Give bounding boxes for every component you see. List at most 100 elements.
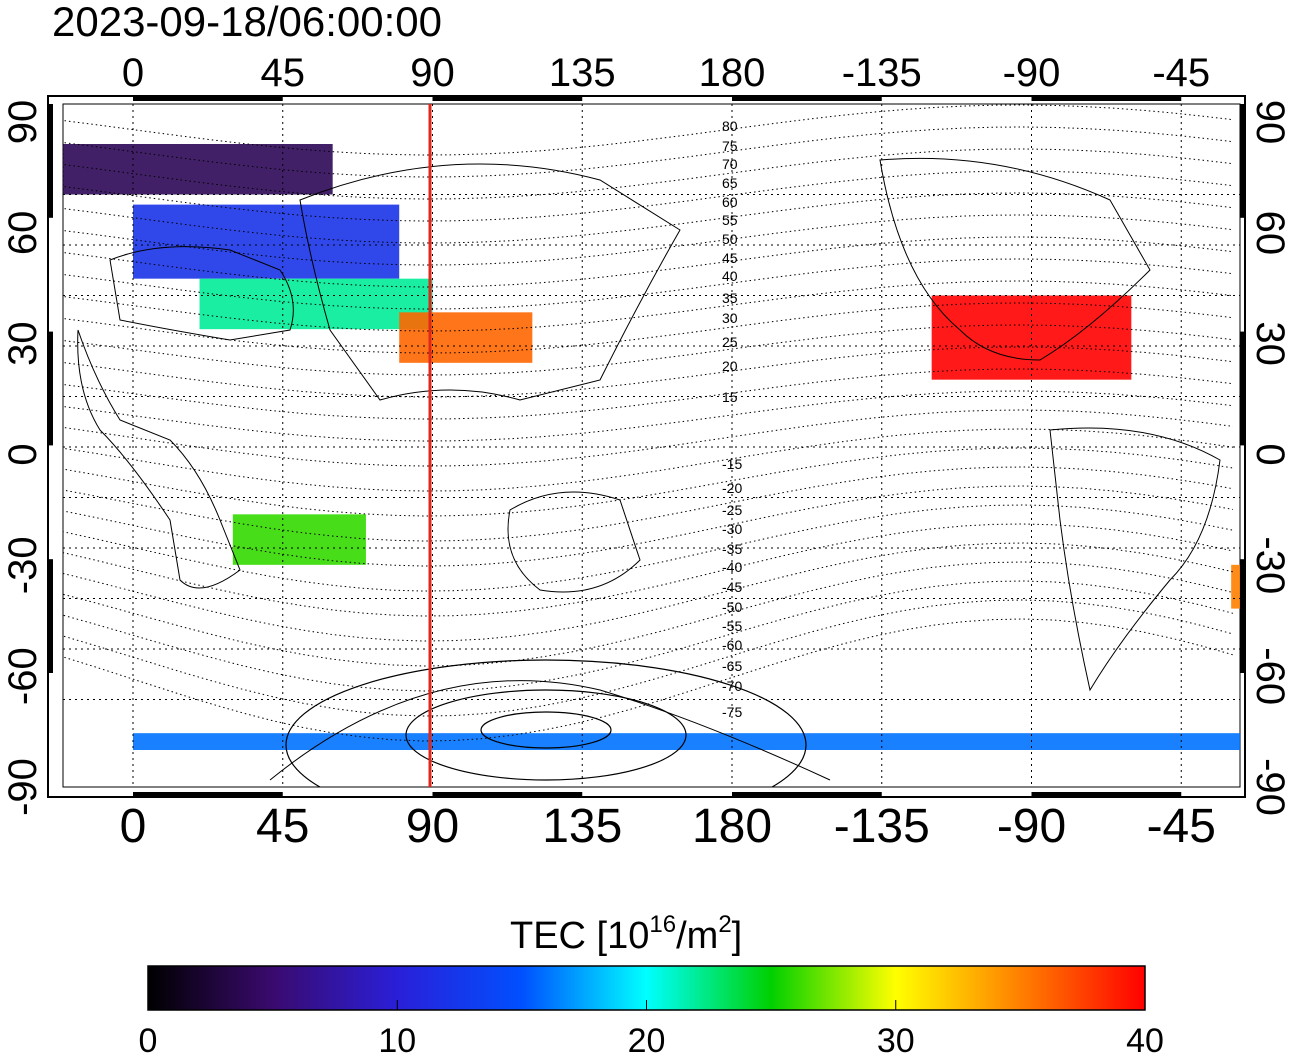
colorbar-tick-label: 10: [378, 1022, 416, 1057]
left-latitude-labels: 90 60 30 0 -30 -60 -90: [1, 100, 45, 816]
top-lon-tick-label: 180: [699, 51, 766, 95]
right-latitude-labels: 90 60 30 0 -30 -60 -90: [1248, 100, 1292, 816]
magnetic-contour: [63, 447, 1234, 517]
magnetic-contour: [63, 466, 1234, 542]
magnetic-pole-contour: [480, 711, 612, 749]
right-lat-tick-label: 30: [1248, 321, 1292, 366]
top-lon-tick-label: 90: [410, 51, 455, 95]
contour-label: -25: [722, 502, 742, 518]
top-axis-bar: [732, 95, 882, 101]
left-axis-bar: [47, 104, 53, 218]
tec-region-middle-east: [399, 312, 533, 363]
tec-region-arctic: [63, 144, 333, 195]
left-lat-tick-label: -60: [1, 647, 45, 705]
contour-label: 30: [722, 310, 738, 326]
right-lat-tick-label: 60: [1248, 211, 1292, 256]
contour-labels: 80 75 70 65 60 55 50 45 40 35 30 25 20 15 -15 -20 -25 -30…: [722, 118, 742, 720]
magnetic-contour: [63, 236, 1234, 288]
contour-label: -45: [722, 579, 742, 595]
left-lat-tick-label: 90: [1, 100, 45, 145]
top-lon-tick-label: 45: [261, 51, 306, 95]
lat-lon-grid: [63, 104, 1240, 787]
contour-label: -70: [722, 678, 742, 694]
coastline-path: [269, 680, 831, 781]
bottom-axis-bar: [732, 792, 882, 798]
coastline-path: [507, 491, 641, 593]
bottom-axis-bar: [133, 792, 283, 798]
magnetic-pole-contour: [405, 689, 687, 781]
bottom-lon-tick-label: 0: [120, 800, 147, 853]
bottom-lon-tick-label: 90: [406, 800, 459, 853]
contour-label: -20: [722, 480, 742, 496]
bottom-lon-tick-label: -135: [834, 800, 930, 853]
top-axis-bar: [1031, 95, 1182, 101]
colorbar-ticks: 0 10 20 30 40: [139, 1000, 1164, 1057]
top-lon-tick-label: -90: [1003, 51, 1061, 95]
contour-label: 25: [722, 334, 738, 350]
contour-label: -40: [722, 559, 742, 575]
top-lon-tick-label: -135: [842, 51, 922, 95]
contour-label: -75: [722, 704, 742, 720]
contour-label: 60: [722, 194, 738, 210]
tec-region-southern-africa: [232, 514, 366, 565]
left-lat-tick-label: 60: [1, 211, 45, 256]
bottom-longitude-labels: 0 45 90 135 180 -135 -90 -45: [120, 800, 1216, 853]
contour-label: 50: [722, 231, 738, 247]
magnetic-contour: [63, 580, 1234, 692]
coastline-path: [1049, 427, 1221, 692]
bottom-lon-tick-label: -90: [997, 800, 1066, 853]
tec-data-layer: [63, 144, 1240, 750]
right-axis-bar: [1240, 559, 1246, 673]
left-lat-tick-label: 0: [1, 443, 45, 465]
coastlines: [77, 157, 1221, 781]
contour-label: 35: [722, 290, 738, 306]
contour-label: -55: [722, 618, 742, 634]
magnetic-contour: [63, 368, 1234, 420]
left-lat-tick-label: -30: [1, 536, 45, 594]
coastline-path: [77, 329, 241, 589]
bottom-lon-tick-label: 180: [692, 800, 772, 853]
magnetic-contour: [63, 599, 1234, 717]
right-lat-tick-label: -90: [1248, 758, 1292, 816]
tec-region-antarctic-ring: [133, 733, 1240, 750]
colorbar-tick-label: 0: [139, 1022, 158, 1057]
contour-label: -60: [722, 637, 742, 653]
colorbar-tick-label: 20: [628, 1022, 666, 1057]
timestamp-title: 2023-09-18/06:00:00: [52, 0, 442, 45]
contour-label: 75: [722, 138, 738, 154]
contour-label: 45: [722, 250, 738, 266]
right-axis-bar: [1240, 104, 1246, 218]
magnetic-contour: [63, 104, 1234, 156]
magnetic-latitude-contours: [63, 104, 1234, 787]
top-longitude-labels: 0 45 90 135 180 -135 -90 -45: [122, 51, 1210, 95]
coastline-path: [299, 163, 681, 401]
contour-label: -65: [722, 658, 742, 674]
magnetic-contour: [63, 302, 1234, 354]
colorbar-title: TEC [1016/m2]: [510, 911, 742, 957]
contour-label: 15: [722, 389, 738, 405]
magnetic-contour: [63, 170, 1234, 222]
bottom-lon-tick-label: 135: [542, 800, 622, 853]
bottom-axis-bar: [432, 792, 583, 798]
magnetic-contour: [63, 618, 1234, 742]
top-lon-tick-label: 135: [549, 51, 616, 95]
bottom-axis-bar: [1031, 792, 1182, 798]
bottom-lon-tick-label: 45: [256, 800, 309, 853]
contour-label: 80: [722, 118, 738, 134]
magnetic-contour: [63, 214, 1234, 266]
left-axis-bar: [47, 559, 53, 673]
contour-label: 55: [722, 212, 738, 228]
contour-label: 70: [722, 156, 738, 172]
top-axis-bar: [133, 95, 283, 101]
contour-label: -15: [722, 456, 742, 472]
colorbar-tick-label: 40: [1126, 1022, 1164, 1057]
right-lat-tick-label: 90: [1248, 100, 1292, 145]
magnetic-contour: [63, 561, 1234, 667]
magnetic-contour: [63, 390, 1234, 442]
contour-label: -30: [722, 521, 742, 537]
contour-label: 65: [722, 175, 738, 191]
contour-label: -50: [722, 599, 742, 615]
right-lat-tick-label: 0: [1248, 443, 1292, 465]
magnetic-contour: [63, 523, 1234, 617]
left-lat-tick-label: -90: [1, 758, 45, 816]
